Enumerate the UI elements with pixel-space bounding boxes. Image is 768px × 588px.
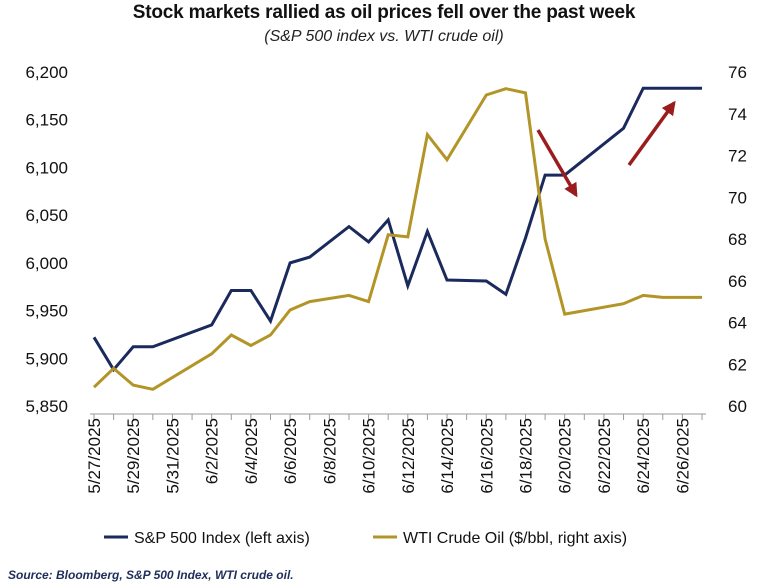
left-tick-label: 6,200 [25, 63, 68, 82]
x-tick-label: 6/4/2025 [242, 418, 261, 484]
x-tick-label: 6/26/2025 [673, 418, 692, 494]
x-tick-label: 6/20/2025 [556, 418, 575, 494]
left-tick-label: 6,100 [25, 158, 68, 177]
x-axis: 5/27/2025 5/29/2025 5/31/2025 6/2/2025 6/4/2… [85, 414, 703, 494]
x-tick-label: 6/12/2025 [399, 418, 418, 494]
x-tick-label: 6/24/2025 [634, 418, 653, 494]
left-axis: 5,850 5,900 5,950 6,000 6,050 6,100 6,150 6,200 [25, 63, 68, 416]
left-tick-label: 5,900 [25, 349, 68, 368]
x-tick-label: 6/8/2025 [320, 418, 339, 484]
series-line-sp500 [92, 86, 702, 373]
x-tick-label: 5/31/2025 [163, 418, 182, 494]
x-tick-label: 6/14/2025 [438, 418, 457, 494]
annotation-layer [536, 100, 676, 198]
right-tick-label: 68 [728, 230, 747, 249]
left-tick-label: 6,050 [25, 206, 68, 225]
arrow-up-annotation [627, 100, 676, 167]
legend-label-sp500: S&P 500 Index (left axis) [134, 530, 310, 547]
legend: S&P 500 Index (left axis) WTI Crude Oil … [104, 530, 627, 547]
chart-title: Stock markets rallied as oil prices fell… [132, 2, 636, 23]
chart-subtitle: (S&P 500 index vs. WTI crude oil) [264, 28, 504, 45]
right-tick-label: 64 [728, 314, 747, 333]
x-tick-label: 5/29/2025 [124, 418, 143, 494]
x-tick-label: 5/27/2025 [85, 418, 104, 494]
arrow-down-annotation [536, 129, 578, 198]
left-tick-label: 6,150 [25, 111, 68, 130]
right-tick-label: 70 [728, 188, 747, 207]
series-line-wti [92, 87, 702, 391]
x-tick-label: 6/18/2025 [516, 418, 535, 494]
right-tick-label: 76 [728, 63, 747, 82]
right-axis: 60 62 64 66 68 70 72 74 76 [728, 63, 747, 416]
legend-label-wti: WTI Crude Oil ($/bbl, right axis) [403, 530, 627, 547]
left-tick-label: 6,000 [25, 254, 68, 273]
right-tick-label: 66 [728, 272, 747, 291]
left-tick-label: 5,950 [25, 302, 68, 321]
left-tick-label: 5,850 [25, 397, 68, 416]
right-tick-label: 72 [728, 147, 747, 166]
series-layer [92, 86, 702, 391]
x-tick-label: 6/10/2025 [360, 418, 379, 494]
right-tick-label: 74 [728, 105, 747, 124]
right-tick-label: 60 [728, 397, 747, 416]
x-tick-label: 6/16/2025 [477, 418, 496, 494]
right-tick-label: 62 [728, 355, 747, 374]
x-tick-label: 6/22/2025 [595, 418, 614, 494]
x-tick-label: 6/2/2025 [203, 418, 222, 484]
source-note: Source: Bloomberg, S&P 500 Index, WTI cr… [8, 568, 294, 582]
x-tick-label: 6/6/2025 [281, 418, 300, 484]
